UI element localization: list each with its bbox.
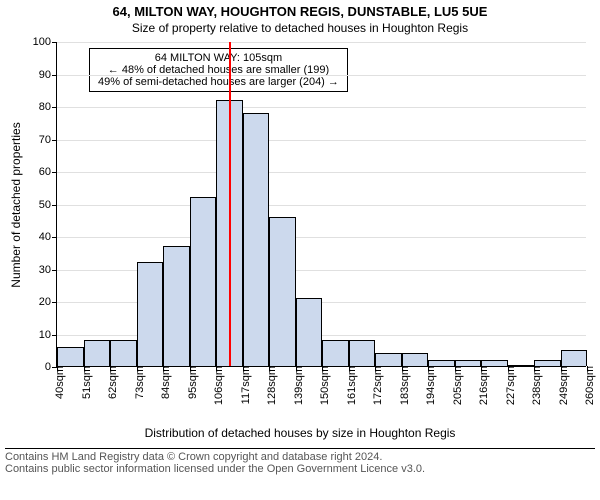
- annotation-line: 64 MILTON WAY: 105sqm: [98, 52, 339, 64]
- y-tick-label: 70: [39, 134, 57, 146]
- histogram-bar: [137, 262, 164, 366]
- grid-line: [57, 107, 586, 108]
- histogram-bar: [243, 113, 270, 367]
- y-tick-label: 20: [39, 296, 57, 308]
- x-tick-label: 51sqm: [75, 366, 93, 399]
- x-tick-label: 238sqm: [525, 366, 543, 405]
- histogram-bar: [190, 197, 217, 366]
- footer: Contains HM Land Registry data © Crown c…: [5, 448, 595, 475]
- histogram-bar: [269, 217, 296, 367]
- grid-line: [57, 42, 586, 43]
- x-tick-label: 95sqm: [181, 366, 199, 399]
- y-tick-label: 100: [33, 36, 57, 48]
- x-tick-label: 73sqm: [128, 366, 146, 399]
- grid-line: [57, 237, 586, 238]
- x-tick-label: 172sqm: [366, 366, 384, 405]
- annotation-line: 49% of semi-detached houses are larger (…: [98, 76, 339, 88]
- y-tick-label: 30: [39, 264, 57, 276]
- grid-line: [57, 172, 586, 173]
- histogram-bar: [296, 298, 323, 366]
- reference-line: [229, 42, 231, 366]
- x-tick-label: 227sqm: [499, 366, 517, 405]
- plot-area: 64 MILTON WAY: 105sqm← 48% of detached h…: [56, 42, 586, 367]
- x-tick-label: 62sqm: [101, 366, 119, 399]
- x-tick-label: 216sqm: [472, 366, 490, 405]
- grid-line: [57, 140, 586, 141]
- histogram-bar: [561, 350, 588, 366]
- histogram-bar: [163, 246, 190, 366]
- histogram-bar: [375, 353, 402, 366]
- histogram-bar: [57, 347, 84, 367]
- x-tick-label: 183sqm: [393, 366, 411, 405]
- x-tick-label: 139sqm: [287, 366, 305, 405]
- y-tick-label: 50: [39, 199, 57, 211]
- x-tick-label: 117sqm: [234, 366, 252, 404]
- grid-line: [57, 75, 586, 76]
- grid-line: [57, 205, 586, 206]
- histogram-bar: [349, 340, 376, 366]
- y-tick-label: 90: [39, 69, 57, 81]
- y-tick-label: 60: [39, 166, 57, 178]
- histogram-bar: [402, 353, 429, 366]
- x-tick-label: 260sqm: [578, 366, 596, 405]
- y-tick-label: 10: [39, 329, 57, 341]
- histogram-bar: [84, 340, 111, 366]
- chart-title-main: 64, MILTON WAY, HOUGHTON REGIS, DUNSTABL…: [0, 4, 600, 19]
- x-tick-label: 84sqm: [154, 366, 172, 399]
- x-tick-label: 194sqm: [419, 366, 437, 405]
- y-tick-label: 80: [39, 101, 57, 113]
- chart-title-sub: Size of property relative to detached ho…: [0, 21, 600, 35]
- x-tick-label: 205sqm: [446, 366, 464, 405]
- x-tick-label: 150sqm: [313, 366, 331, 405]
- y-axis-label: Number of detached properties: [9, 122, 23, 287]
- x-tick-label: 249sqm: [552, 366, 570, 405]
- x-tick-label: 128sqm: [260, 366, 278, 405]
- x-axis-label: Distribution of detached houses by size …: [0, 426, 600, 440]
- footer-line: Contains HM Land Registry data © Crown c…: [5, 451, 595, 463]
- histogram-bar: [110, 340, 137, 366]
- histogram-bar: [322, 340, 349, 366]
- x-tick-label: 106sqm: [207, 366, 225, 405]
- annotation-box: 64 MILTON WAY: 105sqm← 48% of detached h…: [89, 48, 348, 92]
- footer-line: Contains public sector information licen…: [5, 463, 595, 475]
- y-tick-label: 40: [39, 231, 57, 243]
- x-tick-label: 40sqm: [48, 366, 66, 399]
- x-tick-label: 161sqm: [340, 366, 358, 405]
